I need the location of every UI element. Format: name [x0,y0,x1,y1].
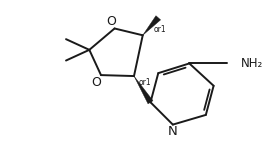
Polygon shape [134,76,153,104]
Text: O: O [107,15,117,28]
Text: O: O [91,76,101,89]
Text: or1: or1 [153,25,166,34]
Text: N: N [168,125,178,138]
Text: NH₂: NH₂ [241,57,263,70]
Text: or1: or1 [139,78,151,87]
Polygon shape [143,16,161,35]
